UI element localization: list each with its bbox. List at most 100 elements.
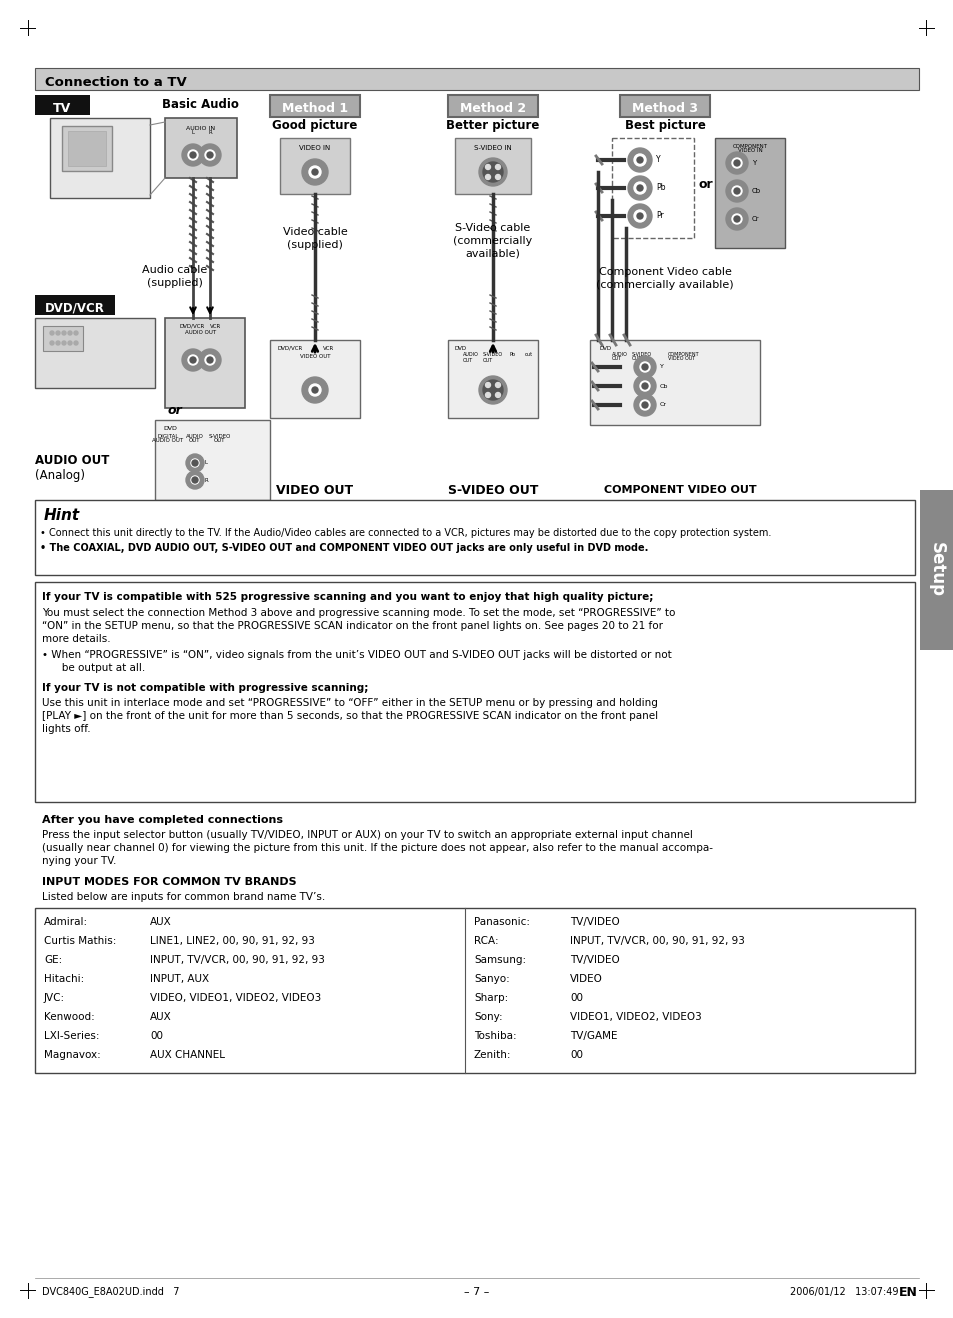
Text: AUDIO: AUDIO [612, 352, 627, 356]
Circle shape [50, 331, 54, 335]
Circle shape [627, 148, 651, 173]
Text: VIDEO, VIDEO1, VIDEO2, VIDEO3: VIDEO, VIDEO1, VIDEO2, VIDEO3 [150, 992, 321, 1003]
Circle shape [733, 159, 740, 166]
Circle shape [207, 152, 213, 158]
Circle shape [639, 362, 649, 372]
Bar [35, 500, 914, 575]
Text: Y: Y [751, 159, 756, 166]
Text: Y: Y [659, 365, 663, 369]
Bar [714, 138, 784, 248]
Text: S-VIDEO: S-VIDEO [209, 434, 231, 439]
Circle shape [627, 177, 651, 200]
Text: Component Video cable: Component Video cable [598, 268, 731, 277]
Text: TV/VIDEO: TV/VIDEO [569, 956, 619, 965]
Text: L: L [192, 130, 194, 136]
Text: L: L [205, 460, 208, 465]
Text: 00: 00 [569, 992, 582, 1003]
Text: VIDEO: VIDEO [569, 974, 602, 985]
Text: Sharp:: Sharp: [474, 992, 508, 1003]
Circle shape [634, 154, 645, 166]
Text: DVD: DVD [163, 426, 176, 431]
Circle shape [639, 399, 649, 410]
Text: Better picture: Better picture [446, 120, 539, 133]
Text: Method 2: Method 2 [459, 103, 525, 116]
Text: AUX CHANNEL: AUX CHANNEL [150, 1050, 225, 1060]
Text: Pr: Pr [656, 211, 663, 220]
Circle shape [731, 186, 741, 196]
Text: AUDIO: AUDIO [462, 352, 478, 357]
Circle shape [74, 331, 78, 335]
Text: COMPONENT: COMPONENT [667, 352, 699, 356]
Text: [PLAY ►] on the front of the unit for more than 5 seconds, so that the PROGRESSI: [PLAY ►] on the front of the unit for mo… [42, 710, 658, 721]
Circle shape [192, 477, 198, 482]
Text: S-VIDEO OUT: S-VIDEO OUT [447, 484, 537, 497]
Text: Audio cable: Audio cable [142, 265, 208, 275]
Circle shape [191, 476, 199, 484]
Text: 00: 00 [150, 1031, 163, 1041]
Text: You must select the connection Method 3 above and progressive scanning mode. To : You must select the connection Method 3 … [42, 608, 675, 618]
Circle shape [639, 381, 649, 391]
Text: Good picture: Good picture [272, 120, 357, 133]
Text: OUT: OUT [631, 356, 641, 361]
Text: Sanyo:: Sanyo: [474, 974, 509, 985]
Text: (commercially available): (commercially available) [596, 279, 733, 290]
Bar [919, 490, 953, 650]
Circle shape [485, 174, 490, 179]
Bar [448, 95, 537, 117]
Bar [62, 127, 112, 171]
Text: (Analog): (Analog) [35, 468, 85, 481]
Text: more details.: more details. [42, 634, 111, 645]
Text: Hitachi:: Hitachi: [44, 974, 84, 985]
Circle shape [192, 460, 198, 467]
Text: available): available) [465, 249, 520, 260]
Circle shape [733, 188, 740, 194]
Text: INPUT, AUX: INPUT, AUX [150, 974, 209, 985]
Text: RCA:: RCA: [474, 936, 498, 946]
Text: Setup: Setup [927, 543, 945, 597]
Circle shape [56, 331, 60, 335]
Circle shape [725, 181, 747, 202]
Text: Use this unit in interlace mode and set “PROGRESSIVE” to “OFF” either in the SET: Use this unit in interlace mode and set … [42, 699, 658, 708]
Bar [35, 908, 914, 1073]
Text: Press the input selector button (usually TV/VIDEO, INPUT or AUX) on your TV to s: Press the input selector button (usually… [42, 830, 692, 840]
Circle shape [182, 144, 204, 166]
Circle shape [482, 162, 502, 182]
Circle shape [68, 331, 71, 335]
Text: COMPONENT: COMPONENT [732, 144, 767, 149]
Text: Cb: Cb [659, 384, 668, 389]
Text: “ON” in the SETUP menu, so that the PROGRESSIVE SCAN indicator on the front pane: “ON” in the SETUP menu, so that the PROG… [42, 621, 662, 631]
Text: JVC:: JVC: [44, 992, 65, 1003]
Circle shape [188, 150, 198, 159]
Bar [165, 318, 245, 409]
Bar [50, 119, 150, 198]
Circle shape [199, 349, 221, 370]
Circle shape [634, 182, 645, 194]
Circle shape [191, 459, 199, 467]
Circle shape [485, 393, 490, 398]
Text: R: R [208, 130, 212, 136]
Text: VCR: VCR [210, 323, 221, 328]
Circle shape [627, 204, 651, 228]
Text: R: R [205, 477, 209, 482]
Text: • The COAXIAL, DVD AUDIO OUT, S-VIDEO OUT and COMPONENT VIDEO OUT jacks are only: • The COAXIAL, DVD AUDIO OUT, S-VIDEO OU… [40, 543, 648, 554]
Circle shape [731, 214, 741, 224]
Circle shape [634, 394, 656, 416]
Text: Pb: Pb [656, 183, 665, 192]
Text: Cb: Cb [751, 188, 760, 194]
Text: (usually near channel 0) for viewing the picture from this unit. If the picture : (usually near channel 0) for viewing the… [42, 844, 712, 853]
Circle shape [309, 166, 320, 178]
Text: S-VIDEO: S-VIDEO [482, 352, 502, 357]
Text: – 7 –: – 7 – [464, 1286, 489, 1297]
Text: 2006/01/12   13:07:49: 2006/01/12 13:07:49 [789, 1286, 898, 1297]
Text: S-Video cable: S-Video cable [455, 223, 530, 233]
Text: Samsung:: Samsung: [474, 956, 525, 965]
Circle shape [478, 376, 506, 405]
Text: AUDIO OUT: AUDIO OUT [185, 331, 216, 336]
Text: (commercially: (commercially [453, 236, 532, 246]
Circle shape [62, 331, 66, 335]
Circle shape [641, 364, 647, 370]
Text: • When “PROGRESSIVE” is “ON”, video signals from the unit’s VIDEO OUT and S-VIDE: • When “PROGRESSIVE” is “ON”, video sign… [42, 650, 671, 660]
Circle shape [641, 384, 647, 389]
Circle shape [482, 380, 502, 399]
Circle shape [495, 393, 500, 398]
